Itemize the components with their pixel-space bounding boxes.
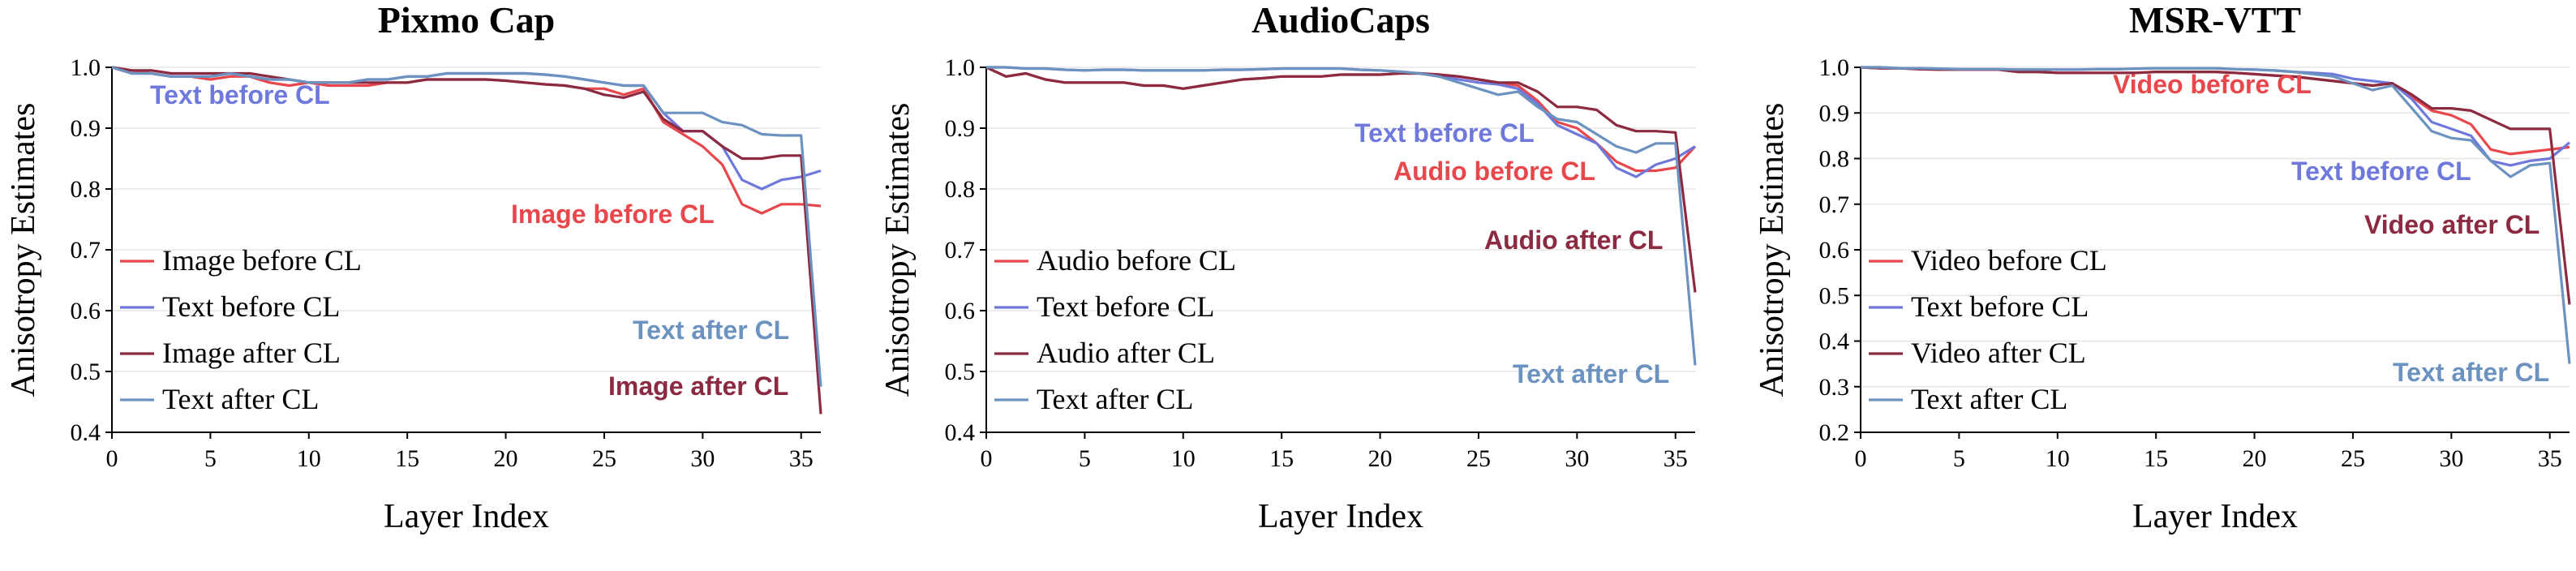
chart-annotation: Text before CL [1355, 118, 1535, 148]
chart-title: AudioCaps [1252, 0, 1430, 41]
x-tick-label: 10 [2046, 445, 2070, 472]
x-tick-label: 5 [204, 445, 217, 472]
x-tick-label: 35 [1664, 445, 1688, 472]
legend-label: Audio before CL [1037, 244, 1236, 277]
y-tick-label: 0.5 [71, 358, 101, 385]
x-tick-label: 25 [592, 445, 616, 472]
y-tick-label: 0.9 [71, 115, 101, 142]
chart-annotation: Text before CL [150, 80, 330, 109]
x-tick-label: 0 [106, 445, 118, 472]
y-tick-label: 0.5 [1819, 282, 1850, 309]
x-tick-label: 15 [2144, 445, 2168, 472]
x-axis-label: Layer Index [384, 498, 549, 535]
x-tick-label: 30 [690, 445, 715, 472]
chart-annotation: Audio after CL [1484, 225, 1663, 255]
chart-annotation: Image after CL [608, 371, 788, 401]
legend-label: Audio after CL [1037, 337, 1215, 369]
y-tick-label: 0.3 [1819, 374, 1850, 401]
y-tick-label: 0.4 [945, 419, 976, 446]
y-axis-label: Anisotropy Estimates [879, 103, 917, 397]
legend-label: Video before CL [1911, 244, 2107, 277]
x-tick-label: 35 [789, 445, 814, 472]
chart-panel-1: AudioCaps 0.4 0.5 0.6 0.7 0.8 0.9 1.0 0 5 10 15 20 25… [879, 0, 1697, 535]
chart-annotation: Text after CL [633, 316, 789, 345]
y-tick-label: 0.9 [1819, 100, 1850, 127]
legend-label: Image before CL [162, 244, 362, 277]
chart-annotation: Video before CL [2113, 70, 2312, 99]
chart-title: MSR-VTT [2129, 0, 2301, 41]
legend-label: Image after CL [162, 337, 341, 369]
x-tick-label: 30 [1565, 445, 1589, 472]
y-tick-label: 0.8 [945, 176, 976, 203]
chart-panel-2: MSR-VTT 0.2 0.3 0.4 0.5 0.6 0.7 0.8 0.9 1.0 0 5 10 15… [1754, 0, 2571, 535]
y-tick-label: 0.6 [71, 298, 101, 324]
x-tick-label: 0 [1855, 445, 1867, 472]
chart-annotation: Text after CL [1513, 359, 1669, 389]
chart-annotation: Text after CL [2393, 358, 2549, 387]
x-tick-label: 0 [981, 445, 993, 472]
x-tick-label: 30 [2439, 445, 2463, 472]
y-tick-label: 0.6 [945, 298, 976, 324]
y-tick-label: 1.0 [71, 54, 101, 81]
y-tick-label: 0.4 [1819, 328, 1850, 355]
y-tick-label: 0.4 [71, 419, 101, 446]
chart-annotation: Video after CL [2364, 210, 2540, 239]
y-axis-label: Anisotropy Estimates [5, 103, 42, 397]
x-tick-label: 5 [1953, 445, 1965, 472]
x-tick-label: 35 [2538, 445, 2562, 472]
y-tick-label: 0.9 [945, 115, 976, 142]
x-tick-label: 10 [297, 445, 321, 472]
y-tick-label: 0.6 [1819, 237, 1850, 264]
x-axis-label: Layer Index [1258, 498, 1423, 535]
legend-label: Text before CL [1911, 290, 2089, 323]
x-axis-label: Layer Index [2132, 498, 2298, 535]
series-line-2 [985, 66, 1697, 293]
legend-label: Text after CL [162, 383, 319, 415]
x-tick-label: 20 [2243, 445, 2267, 472]
legend-label: Text before CL [162, 290, 340, 323]
x-tick-label: 15 [1269, 445, 1294, 472]
y-tick-label: 0.8 [1819, 146, 1850, 173]
y-axis-label: Anisotropy Estimates [1754, 103, 1791, 397]
chart-title: Pixmo Cap [378, 0, 556, 41]
y-tick-label: 0.7 [945, 237, 976, 264]
x-tick-label: 15 [395, 445, 419, 472]
y-tick-label: 0.2 [1819, 419, 1850, 446]
y-tick-label: 0.8 [71, 176, 101, 203]
x-tick-label: 20 [1368, 445, 1393, 472]
x-tick-label: 20 [494, 445, 518, 472]
series-line-3 [111, 66, 822, 387]
y-tick-label: 0.5 [945, 358, 976, 385]
chart-annotation: Image before CL [511, 200, 715, 229]
x-tick-label: 25 [1466, 445, 1491, 472]
legend-label: Text after CL [1037, 383, 1193, 415]
y-tick-label: 0.7 [71, 237, 101, 264]
y-tick-label: 1.0 [945, 54, 976, 81]
chart-annotation: Audio before CL [1393, 157, 1595, 186]
legend-label: Text before CL [1037, 290, 1214, 323]
chart-panel-0: Pixmo Cap 0.4 0.5 0.6 0.7 0.8 0.9 1.0 0 5 10 15 20 25… [5, 0, 822, 535]
series-line-3 [986, 66, 1697, 366]
legend-label: Text after CL [1911, 383, 2067, 415]
series-line-3 [1861, 66, 2571, 364]
y-tick-label: 0.7 [1819, 191, 1850, 218]
y-tick-label: 1.0 [1819, 54, 1850, 81]
x-tick-label: 10 [1171, 445, 1196, 472]
x-tick-label: 25 [2341, 445, 2365, 472]
chart-annotation: Text before CL [2291, 157, 2471, 186]
x-tick-label: 5 [1079, 445, 1091, 472]
legend-label: Video after CL [1911, 337, 2086, 369]
